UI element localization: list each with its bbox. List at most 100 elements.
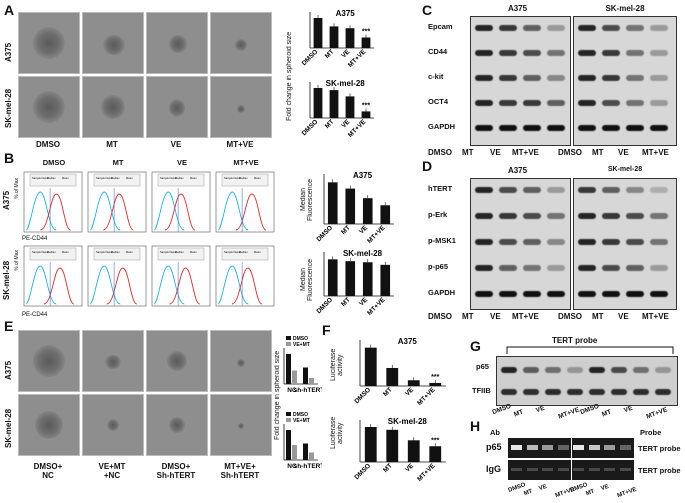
flow-histograms: Sample Name Median Mean Sample Name Median Me… <box>23 171 275 307</box>
control-curve <box>25 191 57 231</box>
chip-band <box>604 445 615 450</box>
tick-label: DMSO <box>315 296 334 315</box>
blot-band <box>475 213 493 219</box>
cd44-curve <box>40 193 71 231</box>
tick-label: MT+VE <box>347 48 368 69</box>
e-micrograph-a375-4 <box>210 330 272 392</box>
blot-band <box>523 187 541 193</box>
blot-row-label: Epcam <box>428 22 453 31</box>
blot-row-label: p-p65 <box>428 262 449 271</box>
chart-title: A375 <box>336 9 356 18</box>
tick-label: MT <box>382 462 394 474</box>
stats-table <box>29 173 77 187</box>
lane-label: VE <box>600 483 610 493</box>
stats-header: Sample Name <box>160 250 177 254</box>
stats-table <box>221 173 269 187</box>
e-col-4: MT+VE+ Sh-hTERT <box>220 462 260 480</box>
control-curve <box>89 191 121 231</box>
lane-label: MT <box>522 488 533 498</box>
tick-label: DMSO <box>353 462 372 481</box>
cd44-curve <box>169 267 200 305</box>
e-micrograph-skmel28-3 <box>146 394 208 456</box>
lane-label: MT <box>601 408 613 419</box>
tick-label: DMSO <box>353 386 372 405</box>
blot-band <box>523 265 541 271</box>
blot-band <box>650 239 668 245</box>
stats-header: Mean <box>190 250 197 254</box>
blot-band <box>626 100 644 106</box>
bar <box>345 188 356 224</box>
bar <box>329 26 339 48</box>
blot-band <box>475 50 493 56</box>
e-micrograph-skmel28-4 <box>210 394 272 456</box>
lane-label: DMSO <box>579 402 601 417</box>
e-micrograph-a375-3 <box>146 330 208 392</box>
chip-band <box>573 445 584 450</box>
blot-band <box>650 125 668 131</box>
chip-band <box>619 445 631 450</box>
blot-band <box>602 265 620 271</box>
stats-header: Median <box>239 250 248 254</box>
chip-band <box>604 468 615 471</box>
legend-label: VE+MT <box>293 418 310 424</box>
stats-table <box>93 173 141 187</box>
panel-label-f: F <box>322 322 331 338</box>
control-curve <box>153 265 185 305</box>
d-title-a375: A375 <box>507 166 528 175</box>
blot-band <box>650 213 668 219</box>
tick-label: MT+VE <box>366 296 387 317</box>
stats-header: Mean <box>254 250 261 254</box>
emsa-band <box>567 389 583 395</box>
legend-swatch <box>286 336 291 340</box>
col-label-ve: VE <box>170 140 182 149</box>
b-xaxis-bottom: PE-CD44 <box>22 312 48 318</box>
tick-label: VE <box>340 48 352 60</box>
blot-band <box>578 125 596 131</box>
chip-gel-p65 <box>508 438 634 458</box>
micrograph-skmel28-mtve <box>210 76 272 138</box>
emsa-band <box>633 389 649 395</box>
tick-label: MT <box>340 296 352 308</box>
bar <box>345 28 355 48</box>
blot-band <box>523 125 541 131</box>
panel-label-b: B <box>4 150 15 166</box>
control-curve <box>217 265 249 305</box>
blot-band <box>475 187 493 193</box>
blot-c-skmel28 <box>573 16 677 146</box>
emsa-band <box>501 367 517 373</box>
bar <box>303 443 308 460</box>
legend-swatch <box>286 412 291 416</box>
chart-title: A375 <box>353 171 373 180</box>
bar <box>286 430 291 460</box>
bar <box>364 347 377 386</box>
tick-label: VE <box>358 296 370 308</box>
stats-header: Mean <box>254 176 261 180</box>
legend-swatch <box>286 418 291 422</box>
emsa-band <box>633 367 649 373</box>
bar <box>386 367 399 386</box>
b-row-a375: A375 <box>2 190 11 210</box>
stats-header: Median <box>239 176 248 180</box>
h-probe-row1: TERT probe <box>638 444 681 453</box>
lane-label: MT+VE <box>642 148 669 157</box>
lane-label: MT <box>592 312 604 321</box>
stats-table <box>93 247 141 261</box>
stats-header: Median <box>111 176 120 180</box>
lane-label: MT+VE <box>645 406 669 421</box>
lane-label: MT <box>462 312 474 321</box>
blot-band <box>499 100 517 106</box>
blot-band <box>602 50 620 56</box>
panel-e-ylabel: Fold change in spheroid size <box>274 350 281 440</box>
c-title-a375: A375 <box>507 4 528 13</box>
blot-band <box>499 291 517 297</box>
blot-band <box>578 187 596 193</box>
stats-header: Sample Name <box>32 176 49 180</box>
panel-a-ylabel: Fold change in spheroid size <box>286 31 293 121</box>
bar <box>429 446 442 462</box>
b-col-dmso: DMSO <box>42 158 66 167</box>
bar <box>386 429 399 462</box>
stats-header: Median <box>175 176 184 180</box>
b-xaxis-top: PE-CD44 <box>22 236 48 242</box>
